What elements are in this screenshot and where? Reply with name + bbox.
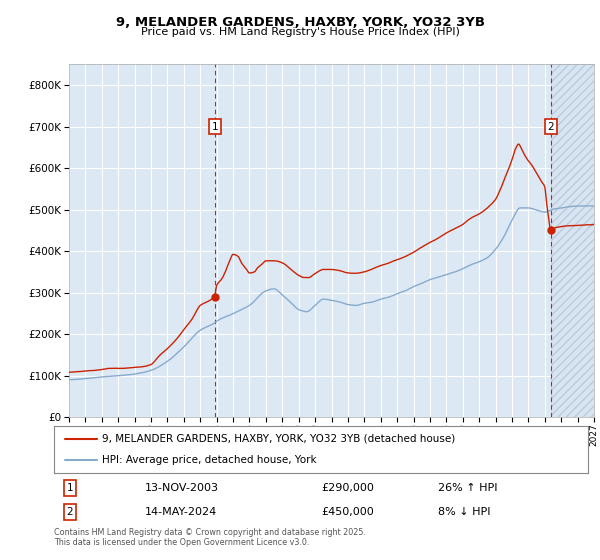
- Text: 1: 1: [67, 483, 73, 493]
- Text: 9, MELANDER GARDENS, HAXBY, YORK, YO32 3YB (detached house): 9, MELANDER GARDENS, HAXBY, YORK, YO32 3…: [102, 434, 455, 444]
- Text: Price paid vs. HM Land Registry's House Price Index (HPI): Price paid vs. HM Land Registry's House …: [140, 27, 460, 37]
- Text: HPI: Average price, detached house, York: HPI: Average price, detached house, York: [102, 455, 317, 465]
- Text: Contains HM Land Registry data © Crown copyright and database right 2025.
This d: Contains HM Land Registry data © Crown c…: [54, 528, 366, 547]
- Text: 8% ↓ HPI: 8% ↓ HPI: [439, 507, 491, 517]
- Text: 1: 1: [211, 122, 218, 132]
- Text: £450,000: £450,000: [321, 507, 374, 517]
- Text: 2: 2: [548, 122, 554, 132]
- Text: 14-MAY-2024: 14-MAY-2024: [145, 507, 217, 517]
- Text: 13-NOV-2003: 13-NOV-2003: [145, 483, 219, 493]
- Text: 9, MELANDER GARDENS, HAXBY, YORK, YO32 3YB: 9, MELANDER GARDENS, HAXBY, YORK, YO32 3…: [115, 16, 485, 29]
- Text: 2: 2: [67, 507, 73, 517]
- Text: 26% ↑ HPI: 26% ↑ HPI: [439, 483, 498, 493]
- Text: £290,000: £290,000: [321, 483, 374, 493]
- Bar: [551, 64, 600, 417]
